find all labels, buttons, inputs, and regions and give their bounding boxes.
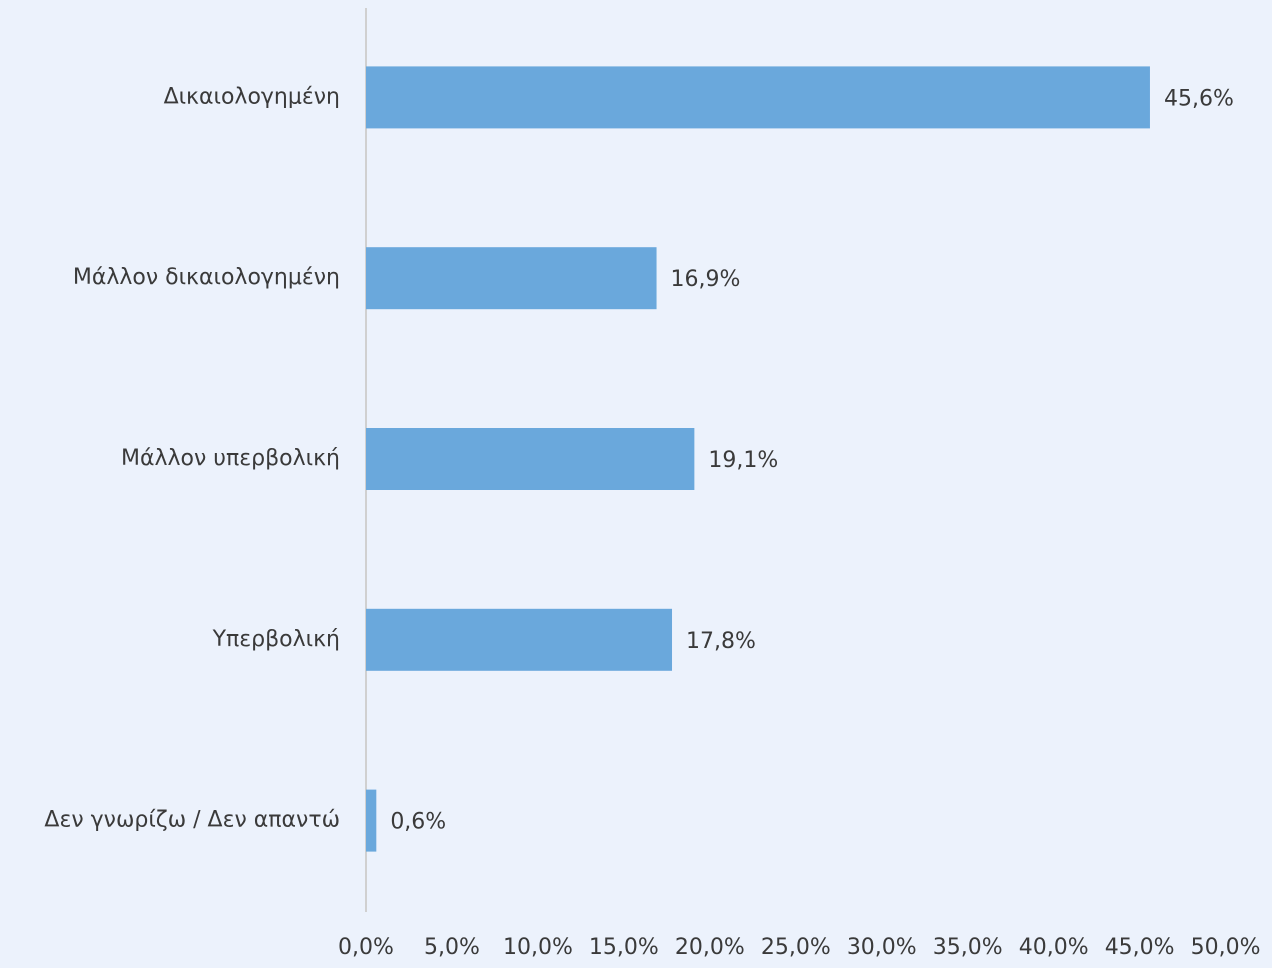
value-label: 45,6% (1164, 86, 1234, 111)
x-tick-label: 45,0% (1105, 935, 1175, 960)
x-tick-label: 35,0% (933, 935, 1003, 960)
value-label: 17,8% (686, 629, 756, 654)
value-label: 19,1% (708, 448, 778, 473)
bar (366, 608, 673, 671)
x-tick-label: 15,0% (589, 935, 659, 960)
bar (366, 428, 695, 490)
y-tick-label: Μάλλον δικαιολογημένη (73, 265, 340, 290)
x-tick-label: 40,0% (1019, 935, 1089, 960)
x-tick-label: 0,0% (338, 935, 394, 960)
bar (366, 247, 657, 310)
x-tick-label: 20,0% (675, 935, 745, 960)
y-tick-label: Δικαιολογημένη (164, 84, 340, 109)
value-label: 16,9% (671, 267, 741, 292)
y-tick-label: Υπερβολική (212, 627, 340, 652)
y-tick-label: Μάλλον υπερβολική (121, 446, 340, 471)
bar (366, 789, 377, 852)
y-tick-label: Δεν γνωρίζω / Δεν απαντώ (44, 808, 340, 833)
x-tick-label: 10,0% (503, 935, 573, 960)
x-tick-label: 50,0% (1191, 935, 1261, 960)
value-label: 0,6% (390, 810, 446, 835)
x-tick-label: 30,0% (847, 935, 917, 960)
x-tick-label: 25,0% (761, 935, 831, 960)
bar (366, 66, 1150, 129)
x-tick-label: 5,0% (424, 935, 480, 960)
